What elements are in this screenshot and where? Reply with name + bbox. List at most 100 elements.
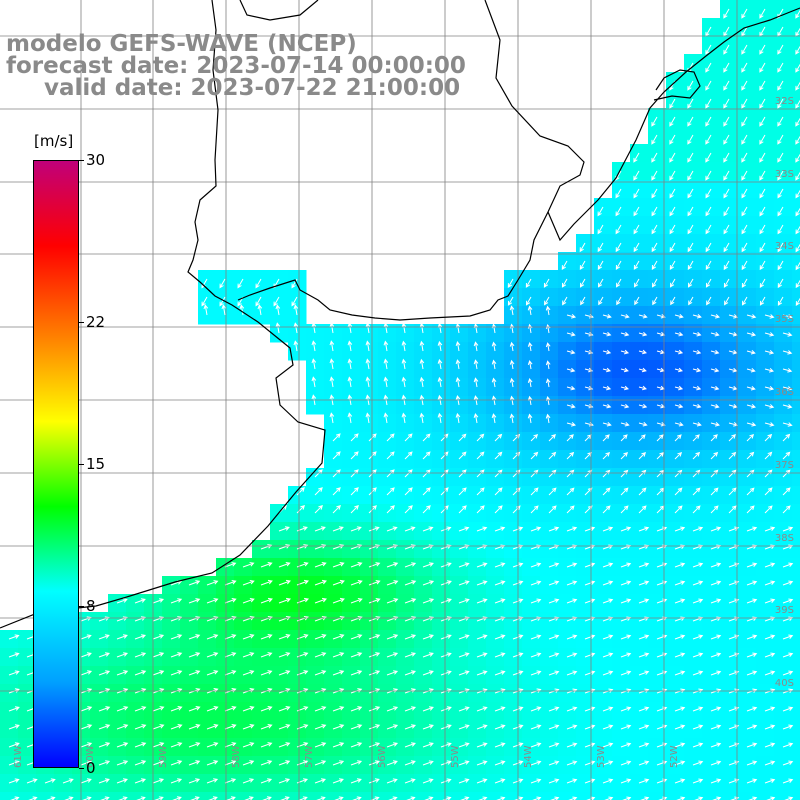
wind-arrow: [314, 724, 327, 730]
wind-arrow: [386, 487, 395, 496]
wind-arrow: [383, 340, 389, 352]
wind-arrow: [314, 561, 327, 568]
wind-arrow: [224, 652, 237, 658]
wind-arrow: [386, 580, 399, 586]
wind-arrow: [224, 598, 237, 604]
wind-arrow: [692, 670, 704, 676]
wind-arrow: [134, 598, 146, 604]
wind-cell: [360, 414, 379, 433]
wind-arrow: [296, 505, 305, 514]
wind-arrow: [329, 340, 335, 352]
colorbar-tick-label: 15: [86, 455, 106, 473]
wind-arrow: [440, 562, 452, 568]
wind-arrow: [669, 98, 676, 109]
wind-arrow: [80, 724, 93, 730]
wind-arrow: [226, 796, 236, 800]
wind-arrow: [386, 433, 395, 442]
wind-arrow: [615, 260, 622, 270]
wind-arrow: [206, 652, 219, 658]
wind-arrow: [116, 724, 129, 730]
wind-arrow: [746, 349, 756, 355]
wind-arrow: [260, 706, 273, 712]
wind-arrow: [190, 796, 200, 800]
wind-arrow: [152, 652, 165, 658]
wind-arrow: [278, 652, 291, 658]
wind-arrow: [782, 562, 794, 568]
wind-arrow: [260, 670, 273, 676]
colorbar-tick-mark: [79, 768, 84, 769]
wind-arrow: [620, 367, 629, 373]
wind-arrow: [494, 742, 506, 748]
wind-arrow: [602, 434, 610, 442]
wind-cell: [324, 396, 343, 415]
wind-arrow: [746, 634, 758, 640]
latitude-label: 40S: [775, 678, 794, 689]
wind-arrow: [332, 742, 345, 748]
wind-arrow: [278, 526, 290, 532]
wind-cell: [486, 360, 505, 379]
wind-cell: [648, 792, 667, 800]
wind-arrow: [314, 526, 326, 532]
wind-cell: [522, 414, 541, 433]
wind-arrow: [386, 526, 398, 532]
wind-arrow: [687, 242, 694, 253]
wind-cell: [324, 792, 343, 800]
wind-arrow: [741, 80, 748, 91]
wind-arrow: [100, 796, 110, 800]
wind-cell: [324, 414, 343, 433]
wind-arrow: [273, 296, 280, 307]
wind-arrow: [746, 433, 755, 442]
wind-cell: [342, 414, 361, 433]
wind-arrow: [134, 652, 147, 658]
wind-arrow: [602, 562, 614, 568]
wind-arrow: [674, 451, 683, 460]
wind-arrow: [782, 487, 791, 496]
wind-cell: [306, 324, 325, 343]
wind-arrow: [705, 98, 712, 109]
wind-cell: [792, 252, 800, 271]
wind-arrow: [746, 706, 758, 712]
wind-arrow: [674, 313, 684, 319]
longitude-label: 60W: [85, 745, 96, 768]
wind-cell: [54, 792, 73, 800]
wind-arrow: [764, 634, 776, 640]
wind-arrow: [710, 670, 722, 676]
wind-arrow: [746, 562, 758, 568]
wind-cell: [792, 396, 800, 415]
wind-arrow: [598, 296, 604, 306]
wind-arrow: [723, 98, 730, 109]
wind-arrow: [638, 526, 650, 532]
wind-arrow: [777, 80, 784, 91]
wind-arrow: [602, 778, 614, 784]
wind-arrow: [566, 706, 578, 712]
colorbar-tick-mark: [79, 322, 84, 324]
wind-arrow: [656, 434, 664, 442]
wind-arrow: [316, 796, 326, 800]
wind-arrow: [782, 670, 794, 676]
wind-arrow: [710, 487, 719, 496]
wind-arrow: [692, 742, 704, 748]
wind-arrow: [638, 367, 647, 373]
wind-arrow: [728, 487, 737, 496]
wind-arrow: [278, 597, 292, 604]
wind-arrow: [620, 349, 630, 355]
wind-arrow: [440, 505, 449, 514]
wind-arrow: [208, 796, 218, 800]
wind-arrow: [404, 742, 416, 748]
wind-arrow: [620, 421, 630, 427]
wind-arrow: [224, 706, 237, 712]
wind-arrow: [368, 778, 380, 784]
wind-arrow: [440, 670, 452, 676]
wind-arrow: [669, 152, 676, 163]
wind-arrow: [566, 505, 575, 514]
wind-arrow: [329, 412, 335, 424]
wind-arrow: [368, 451, 377, 460]
wind-arrow: [777, 296, 784, 306]
wind-arrow: [633, 152, 640, 163]
wind-arrow: [368, 742, 381, 748]
wind-cell: [450, 342, 469, 361]
wind-arrow: [278, 579, 291, 586]
wind-arrow: [437, 340, 443, 352]
wind-cell: [198, 792, 217, 800]
wind-arrow: [404, 469, 413, 478]
